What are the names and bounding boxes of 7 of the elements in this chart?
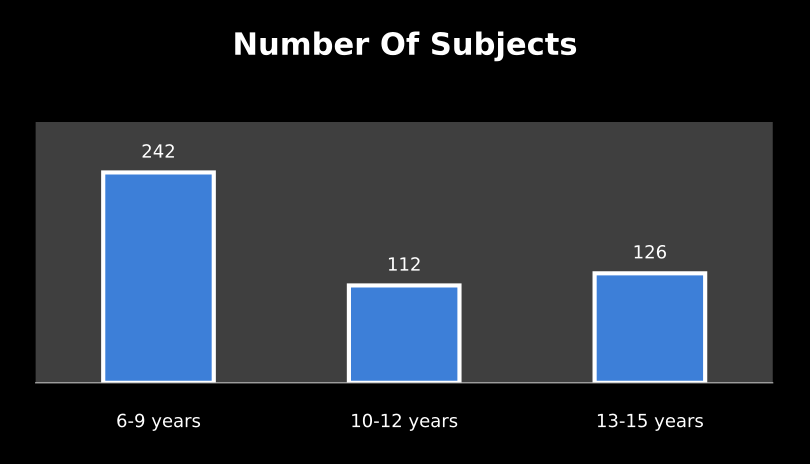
x-tick-label: 6-9 years: [117, 414, 200, 431]
data-label: 112: [388, 257, 420, 271]
data-label: 242: [142, 144, 174, 158]
data-label: 126: [634, 245, 666, 259]
x-tick-label: 13-15 years: [598, 414, 703, 431]
x-tick-label: 10-12 years: [352, 414, 458, 431]
chart-title: Number Of Subjects: [235, 31, 576, 62]
